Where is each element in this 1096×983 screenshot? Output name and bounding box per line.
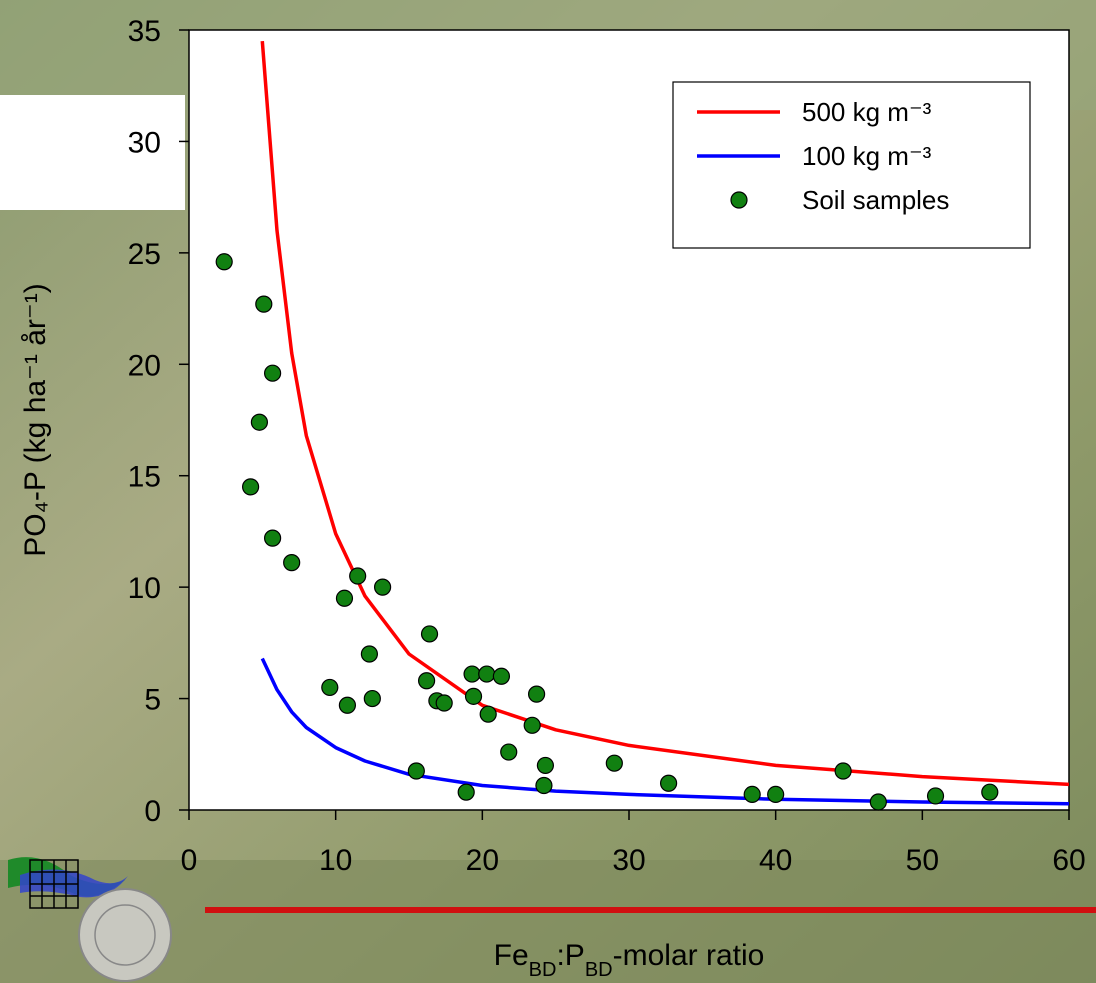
legend-label: 500 kg m⁻³ (802, 97, 932, 127)
data-point (363, 689, 381, 708)
data-point (360, 645, 378, 663)
x-tick-label: 30 (612, 844, 645, 877)
data-point (981, 783, 999, 801)
data-point (264, 529, 282, 547)
data-point (536, 756, 555, 775)
white-panel (0, 95, 185, 210)
data-point (464, 687, 483, 705)
y-tick-label: 10 (128, 572, 161, 605)
y-tick-label: 35 (128, 15, 161, 48)
data-point (535, 776, 553, 795)
x-axis-label: FeBD:PBD-molar ratio (494, 939, 765, 981)
data-point (463, 665, 481, 683)
data-point (255, 295, 273, 313)
data-point (926, 787, 945, 805)
data-point (605, 754, 623, 772)
data-point (349, 567, 367, 585)
data-point (242, 478, 260, 496)
legend-marker (730, 191, 748, 209)
data-point (250, 413, 268, 431)
x-tick-label: 10 (319, 844, 352, 877)
data-point (527, 685, 546, 703)
data-point (321, 678, 339, 697)
background-band (0, 860, 1096, 983)
data-point (457, 783, 475, 801)
legend: 500 kg m⁻³ 100 kg m⁻³ Soil samples (672, 81, 1031, 249)
legend-label: Soil samples (802, 185, 949, 215)
x-axis-label-subscript: BD (585, 959, 613, 981)
data-point (338, 696, 356, 714)
x-tick-label: 40 (759, 844, 792, 877)
x-axis-label-subscript: BD (529, 959, 557, 981)
legend-box (672, 81, 1031, 249)
legend-label: 100 kg m⁻³ (802, 141, 932, 171)
data-point (407, 762, 425, 780)
data-point (418, 672, 436, 690)
data-point (374, 578, 392, 596)
logo (8, 857, 172, 982)
data-point (767, 785, 785, 804)
data-point (264, 364, 282, 382)
data-point (283, 554, 301, 572)
x-tick-label: 60 (1052, 844, 1085, 877)
curve (260, 40, 1070, 787)
y-tick-label: 25 (128, 238, 161, 271)
data-point (435, 694, 453, 712)
data-point (869, 793, 887, 811)
data-point (479, 705, 497, 723)
y-tick-label: 20 (128, 349, 161, 382)
data-point (834, 762, 852, 780)
y-axis-label: PO₄-P (kg ha⁻¹ år⁻¹) (19, 283, 52, 556)
x-axis-label-part: :P (556, 939, 584, 972)
x-tick-label: 0 (181, 844, 198, 877)
data-point (420, 625, 439, 643)
y-tick-label: 15 (128, 461, 161, 494)
y-tick-label: 0 (144, 795, 161, 828)
data-point (659, 774, 678, 792)
data-point (523, 716, 541, 734)
data-point (215, 253, 233, 271)
x-tick-label: 20 (466, 844, 499, 877)
x-axis-label-part: Fe (494, 939, 529, 972)
data-point (478, 665, 496, 683)
data-point (500, 743, 518, 761)
x-axis-label-part: -molar ratio (613, 939, 765, 972)
y-tick-label: 5 (144, 684, 161, 717)
data-point (492, 667, 510, 685)
y-tick-label: 30 (128, 126, 161, 159)
data-point (743, 785, 761, 804)
x-tick-label: 50 (906, 844, 939, 877)
data-point (335, 589, 354, 607)
